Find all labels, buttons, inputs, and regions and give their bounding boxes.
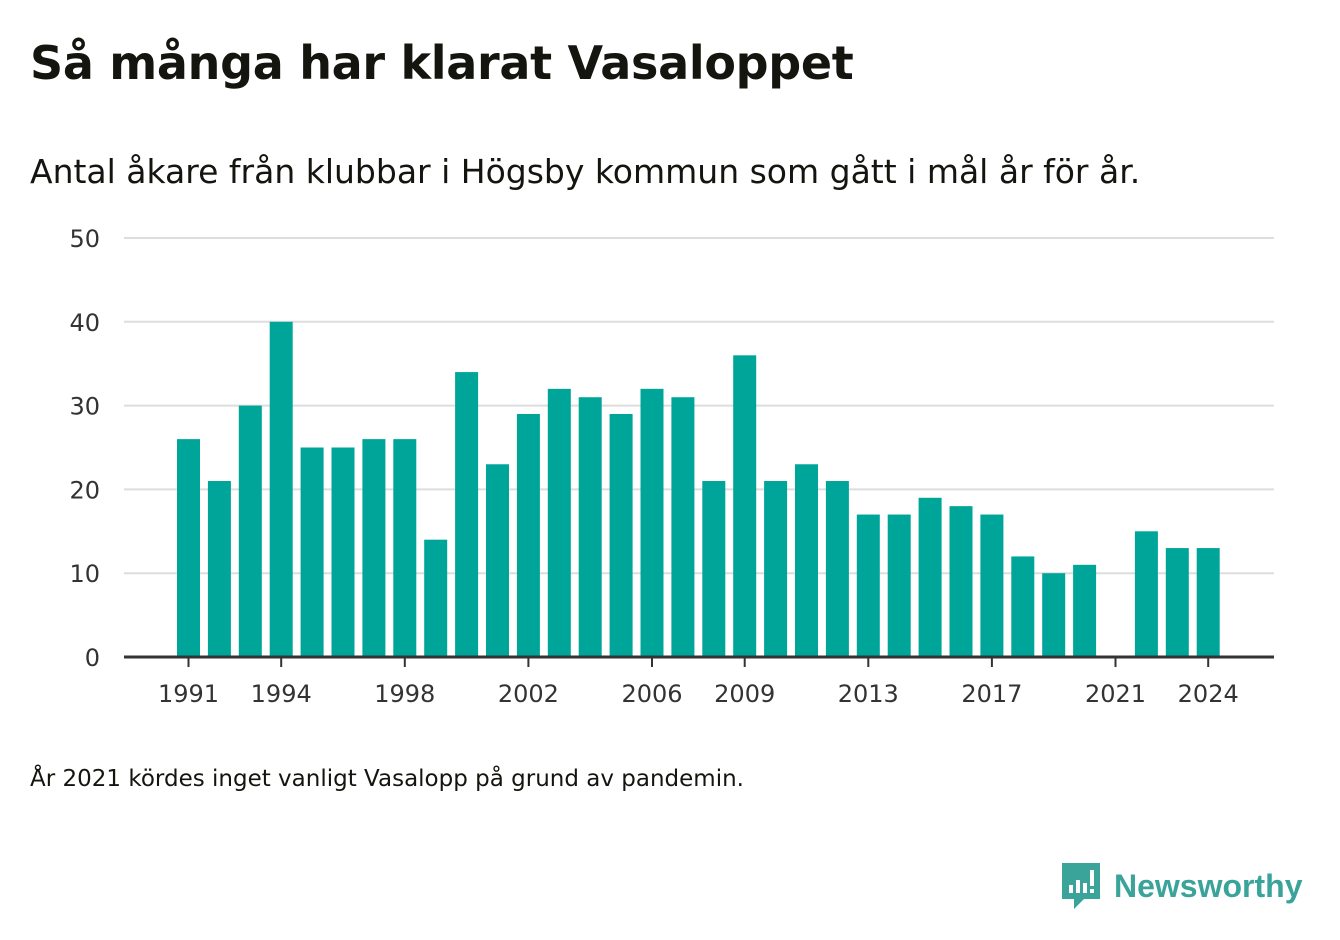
bar-1991 <box>177 439 200 657</box>
y-tick-label: 0 <box>85 644 100 672</box>
bar-2010 <box>764 481 788 657</box>
bar-2012 <box>825 481 849 657</box>
bar-1998 <box>393 439 417 657</box>
bar-1993 <box>238 405 262 657</box>
y-axis-ticks: 0 10 20 30 40 50 <box>69 225 100 672</box>
x-tick-label: 2013 <box>838 680 899 708</box>
bar-2003 <box>547 388 571 657</box>
bar-1992 <box>207 481 231 657</box>
x-tick-label: 2006 <box>621 680 682 708</box>
bar-1997 <box>362 439 386 657</box>
bar-2005 <box>609 413 633 657</box>
bar-2002 <box>516 413 540 657</box>
x-tick-label: 2009 <box>714 680 775 708</box>
x-tick-label: 1998 <box>374 680 435 708</box>
footnote: År 2021 kördes inget vanligt Vasalopp på… <box>30 766 744 792</box>
bar-2004 <box>578 397 602 657</box>
newsworthy-logo-icon <box>1062 863 1100 909</box>
bar-2016 <box>949 506 973 657</box>
bar-2020 <box>1073 564 1097 657</box>
x-tick-label: 1991 <box>158 680 219 708</box>
bar-1995 <box>300 447 324 657</box>
y-tick-label: 10 <box>69 560 100 588</box>
bars <box>177 321 1220 657</box>
y-tick-label: 50 <box>69 225 100 253</box>
bar-chart: 0 10 20 30 40 50 1991 1994 1998 2002 2006 2009 2013… <box>69 225 1274 708</box>
brand-logo[interactable]: Newsworthy <box>1060 860 1302 912</box>
bar-2018 <box>1011 556 1035 657</box>
bar-2019 <box>1042 573 1066 657</box>
bar-2013 <box>856 514 880 657</box>
y-tick-label: 40 <box>69 309 100 337</box>
bar-1999 <box>424 539 448 657</box>
x-tick-label: 1994 <box>251 680 312 708</box>
gridlines <box>124 237 1274 575</box>
bar-2001 <box>486 464 509 657</box>
chart-title: Så många har klarat Vasaloppet <box>30 36 854 90</box>
bar-2014 <box>887 514 911 657</box>
bar-2022 <box>1134 531 1158 657</box>
bar-2009 <box>733 355 757 657</box>
bar-2000 <box>455 372 479 657</box>
x-tick-label: 2024 <box>1178 680 1239 708</box>
y-tick-label: 30 <box>69 393 100 421</box>
y-tick-label: 20 <box>69 476 100 504</box>
bar-2017 <box>980 514 1004 657</box>
bar-2007 <box>671 397 695 657</box>
chart-subtitle: Antal åkare från klubbar i Högsby kommun… <box>30 152 1141 191</box>
bar-1994 <box>269 321 293 657</box>
bar-2008 <box>702 481 726 657</box>
bar-2011 <box>795 464 818 657</box>
bar-2024 <box>1196 548 1220 657</box>
bar-2006 <box>640 388 664 657</box>
bar-2015 <box>918 497 942 657</box>
x-axis-ticks: 1991 1994 1998 2002 2006 2009 2013 2017 2021 2024 <box>158 657 1239 708</box>
bar-1996 <box>331 447 355 657</box>
x-tick-label: 2021 <box>1085 680 1146 708</box>
brand-name: Newsworthy <box>1114 867 1303 904</box>
bar-2023 <box>1165 548 1189 657</box>
x-tick-label: 2002 <box>498 680 559 708</box>
x-tick-label: 2017 <box>961 680 1022 708</box>
